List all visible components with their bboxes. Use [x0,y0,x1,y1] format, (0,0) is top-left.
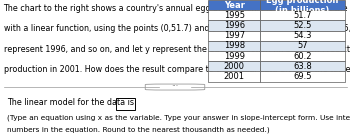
FancyBboxPatch shape [116,98,135,110]
FancyBboxPatch shape [260,31,345,41]
Text: 1996: 1996 [224,21,245,30]
FancyBboxPatch shape [260,41,345,51]
Text: 2001: 2001 [224,72,245,81]
Text: numbers in the equation. Round to the nearest thousandth as needed.): numbers in the equation. Round to the ne… [7,126,270,133]
Text: ···: ··· [172,83,178,92]
Text: 1997: 1997 [224,31,245,40]
Text: 60.2: 60.2 [293,52,312,61]
FancyBboxPatch shape [208,20,260,31]
Text: production in 2001. How does the result compare to the actual data given in the : production in 2001. How does the result … [4,65,350,74]
FancyBboxPatch shape [208,0,260,10]
FancyBboxPatch shape [260,71,345,82]
FancyBboxPatch shape [208,51,260,61]
Text: Egg production
(in billions): Egg production (in billions) [266,0,338,15]
FancyBboxPatch shape [145,84,205,90]
Text: 1995: 1995 [224,11,245,20]
Text: 63.8: 63.8 [293,62,312,71]
Text: represent 1996, and so on, and let y represent the egg production (in billions).: represent 1996, and so on, and let y rep… [4,45,350,54]
Text: (Type an equation using x as the variable. Type your answer in slope-intercept f: (Type an equation using x as the variabl… [7,114,350,121]
FancyBboxPatch shape [208,71,260,82]
FancyBboxPatch shape [208,31,260,41]
FancyBboxPatch shape [260,10,345,20]
FancyBboxPatch shape [260,61,345,71]
FancyBboxPatch shape [208,10,260,20]
Text: 52.5: 52.5 [293,21,312,30]
FancyBboxPatch shape [260,51,345,61]
FancyBboxPatch shape [260,0,345,10]
Text: 57: 57 [297,41,308,50]
Text: The linear model for the data is: The linear model for the data is [7,98,134,107]
FancyBboxPatch shape [208,41,260,51]
FancyBboxPatch shape [260,20,345,31]
Text: with a linear function, using the points (0,51.7) and (4,60.2). Let x = 0 repres: with a linear function, using the points… [4,24,350,33]
Text: 54.3: 54.3 [293,31,312,40]
Text: 1998: 1998 [224,41,245,50]
Text: 51.7: 51.7 [293,11,312,20]
Text: 69.5: 69.5 [293,72,312,81]
Text: The chart to the right shows a country's annual egg production. Model the data i: The chart to the right shows a country's… [4,4,350,13]
Text: 2000: 2000 [224,62,245,71]
FancyBboxPatch shape [208,61,260,71]
Text: 1999: 1999 [224,52,245,61]
Text: Year: Year [224,1,245,10]
